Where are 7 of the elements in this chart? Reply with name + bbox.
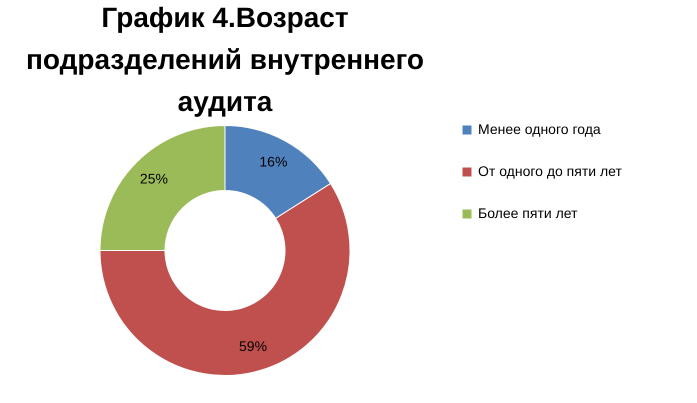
chart-title: График 4.Возраст подразделений внутреннего аудита [26,2,424,117]
data-label: 25% [140,170,168,186]
data-label: 16% [259,153,288,170]
legend-label: Более пяти лет [478,205,578,221]
legend-label: Менее одного года [478,121,601,137]
data-label: 59% [239,338,268,354]
legend-label: От одного до пяти лет [478,163,622,179]
